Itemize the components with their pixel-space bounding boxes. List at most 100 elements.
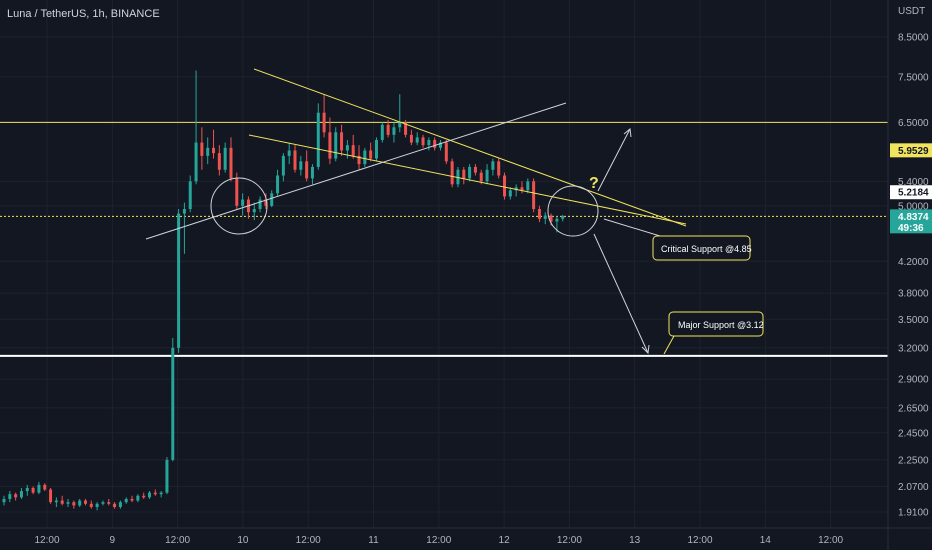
candle-body[interactable]	[2, 498, 6, 503]
candle-body[interactable]	[182, 209, 186, 214]
candle-body[interactable]	[415, 137, 419, 143]
candle-body[interactable]	[107, 502, 111, 504]
candle-body[interactable]	[124, 498, 128, 503]
breakdown-circle[interactable]	[547, 185, 599, 237]
candle-body[interactable]	[148, 492, 151, 498]
candle-body[interactable]	[200, 142, 204, 156]
candle-body[interactable]	[345, 145, 349, 151]
candle-body[interactable]	[212, 147, 216, 154]
candle-body[interactable]	[142, 495, 146, 498]
candle-body[interactable]	[299, 161, 303, 170]
candle-body[interactable]	[433, 139, 437, 148]
candle-body[interactable]	[49, 489, 53, 503]
candle-body[interactable]	[351, 145, 355, 156]
candle-body[interactable]	[66, 502, 70, 504]
candle-body[interactable]	[95, 503, 99, 508]
candle-body[interactable]	[43, 484, 47, 490]
candle-body[interactable]	[229, 147, 233, 179]
candle-body[interactable]	[14, 494, 18, 498]
candle-body[interactable]	[328, 132, 332, 159]
candle-body[interactable]	[537, 209, 541, 219]
candle-body[interactable]	[37, 484, 41, 493]
candle-body[interactable]	[171, 347, 175, 460]
candle-body[interactable]	[159, 492, 163, 495]
down-arrow-line[interactable]	[593, 233, 649, 354]
candle-body[interactable]	[305, 161, 309, 179]
candle-body[interactable]	[258, 199, 262, 210]
candle-body[interactable]	[206, 147, 210, 156]
candle-body[interactable]	[194, 142, 198, 182]
candle-body[interactable]	[54, 500, 58, 503]
time-axis[interactable]: 12:00 9 12:00 10 12:00 11 12:00 12 12:00 13 12:00 1…	[0, 527, 932, 546]
candle-body[interactable]	[223, 147, 227, 170]
candle-body[interactable]	[468, 166, 472, 179]
candle-body[interactable]	[543, 215, 547, 219]
candle-body[interactable]	[485, 169, 489, 182]
candle-body[interactable]	[462, 169, 466, 179]
candle-body[interactable]	[439, 142, 442, 148]
candle-body[interactable]	[89, 503, 93, 508]
candle-body[interactable]	[25, 487, 29, 492]
ascending-trendline[interactable]	[145, 102, 567, 240]
candle-body[interactable]	[456, 169, 460, 185]
candle-body[interactable]	[392, 127, 396, 135]
candle-body[interactable]	[287, 150, 291, 156]
candle-body[interactable]	[427, 139, 431, 146]
up-arrow-line[interactable]	[597, 128, 631, 192]
candle-body[interactable]	[101, 502, 105, 504]
candle-body[interactable]	[264, 199, 268, 206]
candle-body[interactable]	[252, 209, 256, 213]
candle-body[interactable]	[188, 181, 192, 210]
candle-body[interactable]	[235, 178, 239, 206]
candle-body[interactable]	[508, 190, 512, 197]
candle-body[interactable]	[491, 161, 495, 170]
candle-body[interactable]	[380, 124, 384, 140]
candle-body[interactable]	[549, 215, 553, 222]
candle-body[interactable]	[369, 150, 373, 159]
candle-body[interactable]	[8, 494, 12, 499]
candle-body[interactable]	[532, 181, 536, 210]
candle-body[interactable]	[72, 502, 76, 506]
candle-body[interactable]	[153, 492, 157, 495]
candle-body[interactable]	[340, 132, 344, 151]
lower-wedge-trendline[interactable]	[248, 134, 687, 225]
candle-body[interactable]	[165, 459, 169, 493]
candle-body[interactable]	[270, 193, 274, 206]
critical-support-callout[interactable]	[652, 235, 751, 261]
candle-body[interactable]	[526, 181, 530, 191]
candle-body[interactable]	[497, 161, 501, 176]
candle-body[interactable]	[374, 139, 378, 159]
candle-body[interactable]	[136, 495, 140, 501]
candle-body[interactable]	[83, 500, 87, 504]
price-axis[interactable]: USDT 8.5000 7.5000 6.5000 5.4000 5.0000 4.200…	[887, 0, 929, 550]
descending-trendline[interactable]	[253, 68, 687, 227]
candle-body[interactable]	[19, 491, 23, 498]
candle-body[interactable]	[281, 155, 285, 176]
candle-body[interactable]	[398, 122, 402, 128]
candle-body[interactable]	[118, 502, 122, 508]
chart-title[interactable]: Luna / TetherUS, 1h, BINANCE	[7, 8, 160, 20]
candle-body[interactable]	[421, 137, 425, 146]
candle-body[interactable]	[409, 134, 413, 143]
candle-body[interactable]	[177, 213, 181, 348]
candle-body[interactable]	[113, 503, 117, 508]
candle-body[interactable]	[357, 155, 361, 165]
candle-body[interactable]	[404, 122, 408, 135]
candle-body[interactable]	[60, 500, 64, 504]
candle-body[interactable]	[363, 150, 367, 165]
candle-body[interactable]	[217, 153, 221, 170]
candle-body[interactable]	[444, 142, 448, 162]
candle-body[interactable]	[78, 500, 82, 506]
candle-body[interactable]	[386, 124, 390, 135]
candle-body[interactable]	[473, 166, 477, 173]
candle-body[interactable]	[561, 216, 565, 219]
candle-body[interactable]	[514, 187, 518, 191]
candle-body[interactable]	[555, 218, 559, 222]
candle-body[interactable]	[503, 175, 507, 197]
candle-body[interactable]	[293, 150, 297, 170]
candle-body[interactable]	[130, 498, 134, 501]
major-support-callout[interactable]	[668, 311, 764, 337]
candle-body[interactable]	[450, 161, 454, 185]
candle-body[interactable]	[520, 187, 524, 191]
